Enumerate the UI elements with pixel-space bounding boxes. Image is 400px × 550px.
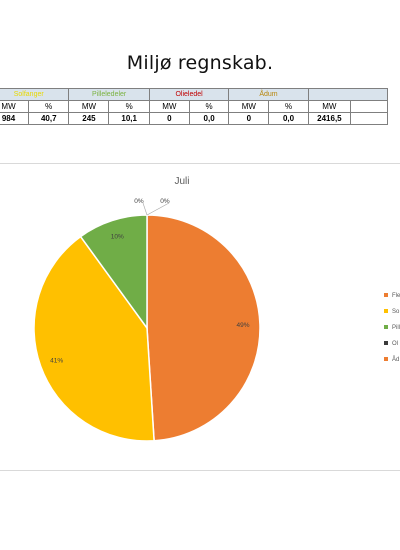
slice-label-ol: 0% [134,198,144,205]
value-cell [350,112,388,125]
value-cell: 2416,5 [307,112,352,125]
page-title: Miljø regnskab. [126,52,274,74]
legend-item-so: So [384,309,400,325]
legend-item-ol: Ol [384,341,400,357]
legend-swatch [384,357,388,362]
legend-label: So [392,309,400,315]
chart-frame [0,163,400,471]
slice-label-åd: 0% [160,198,170,205]
legend-item-pill: Pill [384,325,400,341]
value-cell: 10,1 [108,112,150,125]
energy-table: Solfanger Pilleledeler Olieledel Ådum MW… [0,88,389,125]
slice-label-fle: 49% [236,322,249,329]
slice-label-so: 41% [50,358,63,365]
value-cell: 0,0 [188,112,230,125]
header-aadum: Ådum [228,88,309,101]
pie-slice-pill [79,214,148,331]
slice-label-pill: 10% [111,234,124,241]
legend-swatch [384,325,388,330]
pie-slice-fle [146,214,261,442]
header-total [307,88,389,101]
legend-item-fle: Fle [384,293,400,309]
leader-line [146,202,170,216]
chart-title: Juli [174,176,189,187]
header-solfanger: Solfanger [0,88,70,101]
legend-item-åd: Åd [384,357,400,373]
legend-label: Pill [392,325,400,331]
legend-label: Åd [392,357,400,363]
legend-swatch [384,293,388,298]
leader-line [142,202,148,216]
value-cell: 0 [228,112,270,125]
value-cell: 0,0 [268,112,309,125]
chart-legend: Fle So Pill Ol Åd [384,293,400,373]
pie-slice-so [33,235,155,442]
legend-label: Ol [392,341,398,347]
value-cell: 40,7 [28,112,70,125]
legend-swatch [384,341,388,346]
legend-swatch [384,309,388,314]
legend-label: Fle [392,293,400,299]
